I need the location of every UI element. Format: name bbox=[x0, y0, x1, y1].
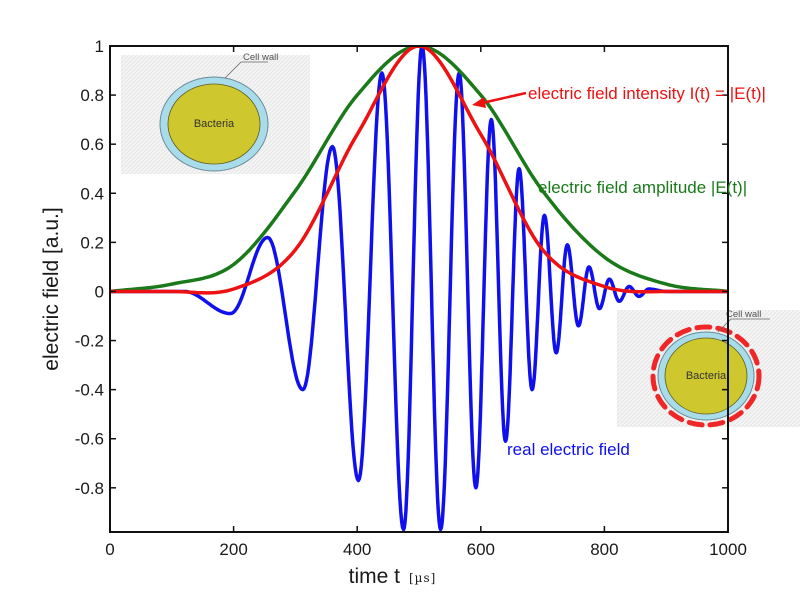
y-tick-label: 0.8 bbox=[80, 86, 104, 105]
y-tick-label: -0.8 bbox=[75, 479, 104, 498]
x-axis-label: time t bbox=[349, 565, 401, 588]
y-tick-label: 1 bbox=[95, 37, 104, 56]
y-tick-label: 0.4 bbox=[80, 184, 104, 203]
inset-bacteria-intact: Bacteria Cell wall bbox=[121, 52, 310, 174]
bacteria-label: Bacteria bbox=[686, 370, 727, 382]
y-tick-label: -0.4 bbox=[75, 381, 104, 400]
bacteria-body bbox=[167, 83, 261, 165]
y-tick-label: -0.2 bbox=[75, 332, 104, 351]
y-tick-label: 0.2 bbox=[80, 233, 104, 252]
cell-wall-label: Cell wall bbox=[243, 52, 278, 63]
x-tick-label: 600 bbox=[467, 540, 495, 559]
axes-frame bbox=[109, 45, 729, 533]
series-real-electric-field bbox=[110, 46, 728, 532]
cell-wall-leader bbox=[224, 61, 242, 79]
intensity-arrow-head bbox=[472, 97, 486, 108]
membrane-damage-ring bbox=[650, 324, 762, 428]
annotation-intensity: electric field intensity I(t) = |E(t)| bbox=[472, 84, 766, 108]
inset-bacteria-damaged: Bacteria Cell wall bbox=[617, 309, 800, 428]
amplitude-label: electric field amplitude |E(t)| bbox=[538, 178, 747, 197]
intensity-label: electric field intensity I(t) = |E(t)| bbox=[528, 84, 766, 103]
cell-wall-label: Cell wall bbox=[726, 309, 761, 320]
x-tick-label: 1000 bbox=[709, 540, 747, 559]
series-amplitude-envelope bbox=[110, 46, 728, 294]
x-axis-label-group: time t [µs] bbox=[349, 565, 436, 588]
x-axis-unit: [µs] bbox=[409, 571, 436, 585]
x-tick-label: 200 bbox=[219, 540, 247, 559]
y-tick-label: 0.6 bbox=[80, 135, 104, 154]
x-tick-label: 0 bbox=[105, 540, 114, 559]
bacteria-label: Bacteria bbox=[194, 118, 235, 130]
intensity-arrow-shaft bbox=[481, 91, 527, 105]
x-tick-label: 400 bbox=[343, 540, 371, 559]
y-tick-label: -0.6 bbox=[75, 430, 104, 449]
bacteria-body bbox=[664, 337, 748, 415]
y-tick-label: 0 bbox=[95, 282, 104, 301]
series-layer bbox=[110, 46, 728, 532]
ticks-layer: 0 200 400 600 800 1000 1 0.8 0.6 0.4 0.2 0 -0.2 -0.4 -… bbox=[75, 37, 747, 559]
series-intensity bbox=[110, 46, 728, 295]
real-field-label: real electric field bbox=[507, 440, 630, 459]
x-tick-label: 800 bbox=[590, 540, 618, 559]
y-axis-label: electric field [a.u.] bbox=[40, 207, 63, 370]
